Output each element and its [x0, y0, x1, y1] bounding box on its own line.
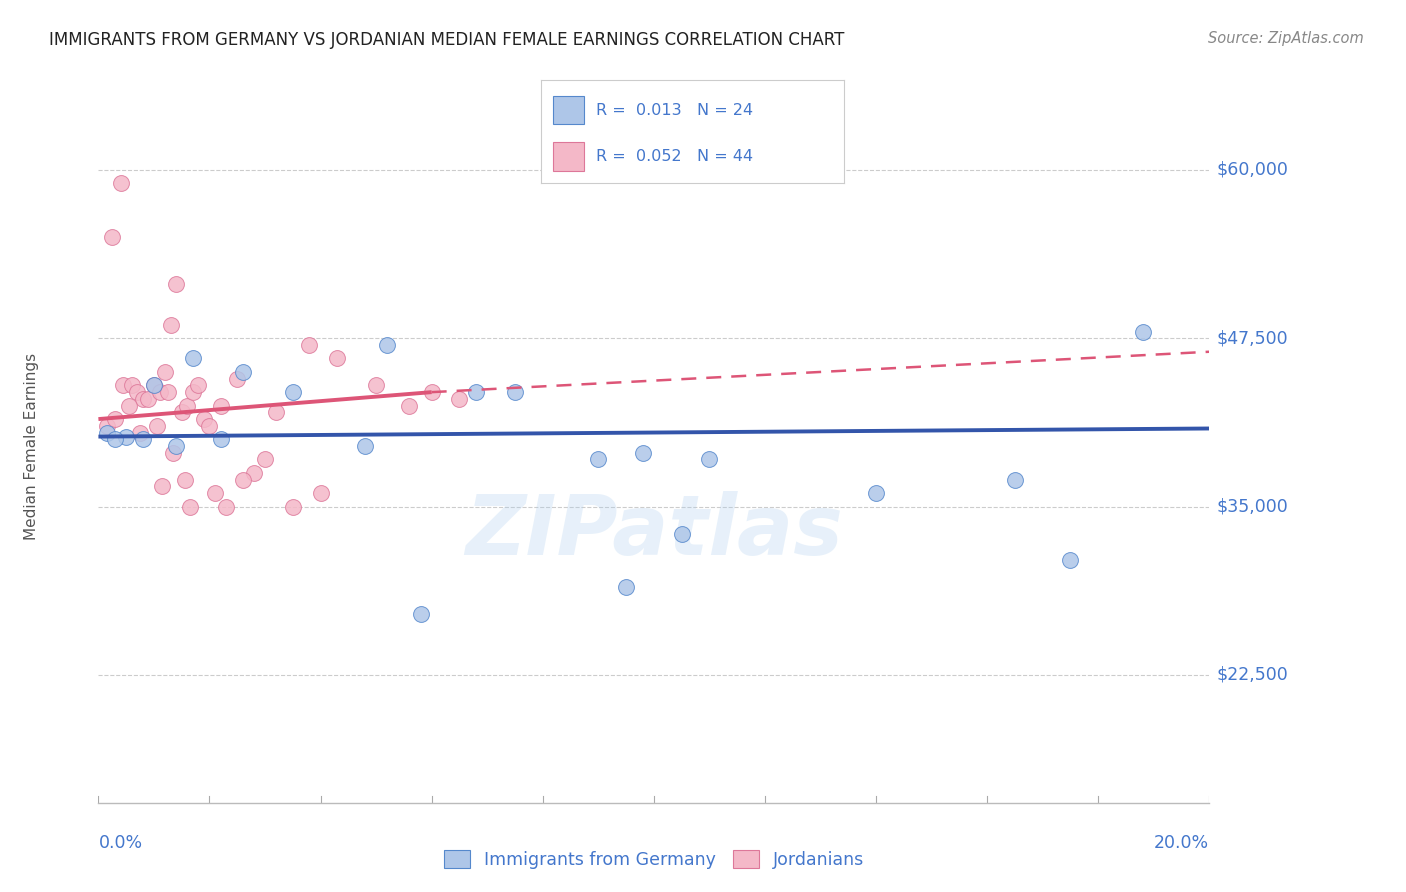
- Point: [588, 452, 610, 467]
- Point: [503, 385, 526, 400]
- Point: [232, 365, 254, 379]
- Text: $47,500: $47,500: [1216, 329, 1288, 347]
- Point: [143, 378, 166, 392]
- Point: [375, 338, 398, 352]
- Bar: [554, 142, 583, 170]
- Point: [254, 452, 277, 467]
- Point: [309, 486, 332, 500]
- Text: $60,000: $60,000: [1216, 161, 1288, 179]
- Point: [226, 372, 249, 386]
- Point: [145, 418, 167, 433]
- Text: Source: ZipAtlas.com: Source: ZipAtlas.com: [1208, 31, 1364, 46]
- Point: [132, 432, 155, 446]
- Bar: [554, 95, 583, 124]
- Point: [162, 446, 184, 460]
- Point: [179, 500, 201, 514]
- Point: [449, 392, 471, 406]
- Legend: Immigrants from Germany, Jordanians: Immigrants from Germany, Jordanians: [437, 844, 870, 876]
- Point: [298, 338, 321, 352]
- Point: [181, 351, 204, 366]
- Point: [101, 230, 124, 244]
- Point: [187, 378, 209, 392]
- Point: [366, 378, 388, 392]
- Point: [398, 399, 420, 413]
- Point: [204, 486, 226, 500]
- Point: [209, 399, 232, 413]
- Point: [243, 466, 266, 480]
- Point: [170, 405, 193, 419]
- Point: [281, 500, 304, 514]
- Point: [865, 486, 887, 500]
- Point: [127, 385, 149, 400]
- Point: [671, 526, 693, 541]
- Text: Median Female Earnings: Median Female Earnings: [24, 352, 39, 540]
- Point: [465, 385, 488, 400]
- Text: IMMIGRANTS FROM GERMANY VS JORDANIAN MEDIAN FEMALE EARNINGS CORRELATION CHART: IMMIGRANTS FROM GERMANY VS JORDANIAN MED…: [49, 31, 845, 49]
- Text: $22,500: $22,500: [1216, 666, 1288, 684]
- Point: [232, 473, 254, 487]
- Point: [209, 432, 232, 446]
- Point: [96, 418, 118, 433]
- Point: [631, 446, 654, 460]
- Point: [159, 318, 181, 332]
- Point: [104, 412, 127, 426]
- Point: [1132, 325, 1154, 339]
- Point: [112, 378, 135, 392]
- Point: [118, 399, 141, 413]
- Point: [176, 399, 198, 413]
- Text: R =  0.013   N = 24: R = 0.013 N = 24: [596, 103, 752, 118]
- Point: [409, 607, 432, 622]
- Point: [104, 432, 127, 446]
- Point: [181, 385, 204, 400]
- Point: [129, 425, 152, 440]
- Point: [193, 412, 215, 426]
- Point: [264, 405, 287, 419]
- Point: [150, 479, 173, 493]
- Point: [138, 392, 160, 406]
- Text: R =  0.052   N = 44: R = 0.052 N = 44: [596, 149, 752, 164]
- Text: 0.0%: 0.0%: [98, 834, 142, 852]
- Point: [165, 439, 187, 453]
- Point: [148, 385, 170, 400]
- Point: [1004, 473, 1026, 487]
- Point: [326, 351, 349, 366]
- Point: [1059, 553, 1081, 567]
- Point: [215, 500, 238, 514]
- Text: ZIPatlas: ZIPatlas: [465, 491, 842, 572]
- Point: [614, 580, 637, 594]
- Point: [173, 473, 195, 487]
- Point: [156, 385, 179, 400]
- Point: [198, 418, 221, 433]
- Point: [165, 277, 187, 292]
- Point: [281, 385, 304, 400]
- Text: 20.0%: 20.0%: [1154, 834, 1209, 852]
- Point: [121, 378, 143, 392]
- Point: [143, 378, 166, 392]
- Text: $35,000: $35,000: [1216, 498, 1288, 516]
- Point: [96, 425, 118, 440]
- Point: [699, 452, 721, 467]
- Point: [115, 429, 138, 443]
- Point: [153, 365, 176, 379]
- Point: [132, 392, 155, 406]
- Point: [420, 385, 443, 400]
- Point: [110, 177, 132, 191]
- Point: [354, 439, 377, 453]
